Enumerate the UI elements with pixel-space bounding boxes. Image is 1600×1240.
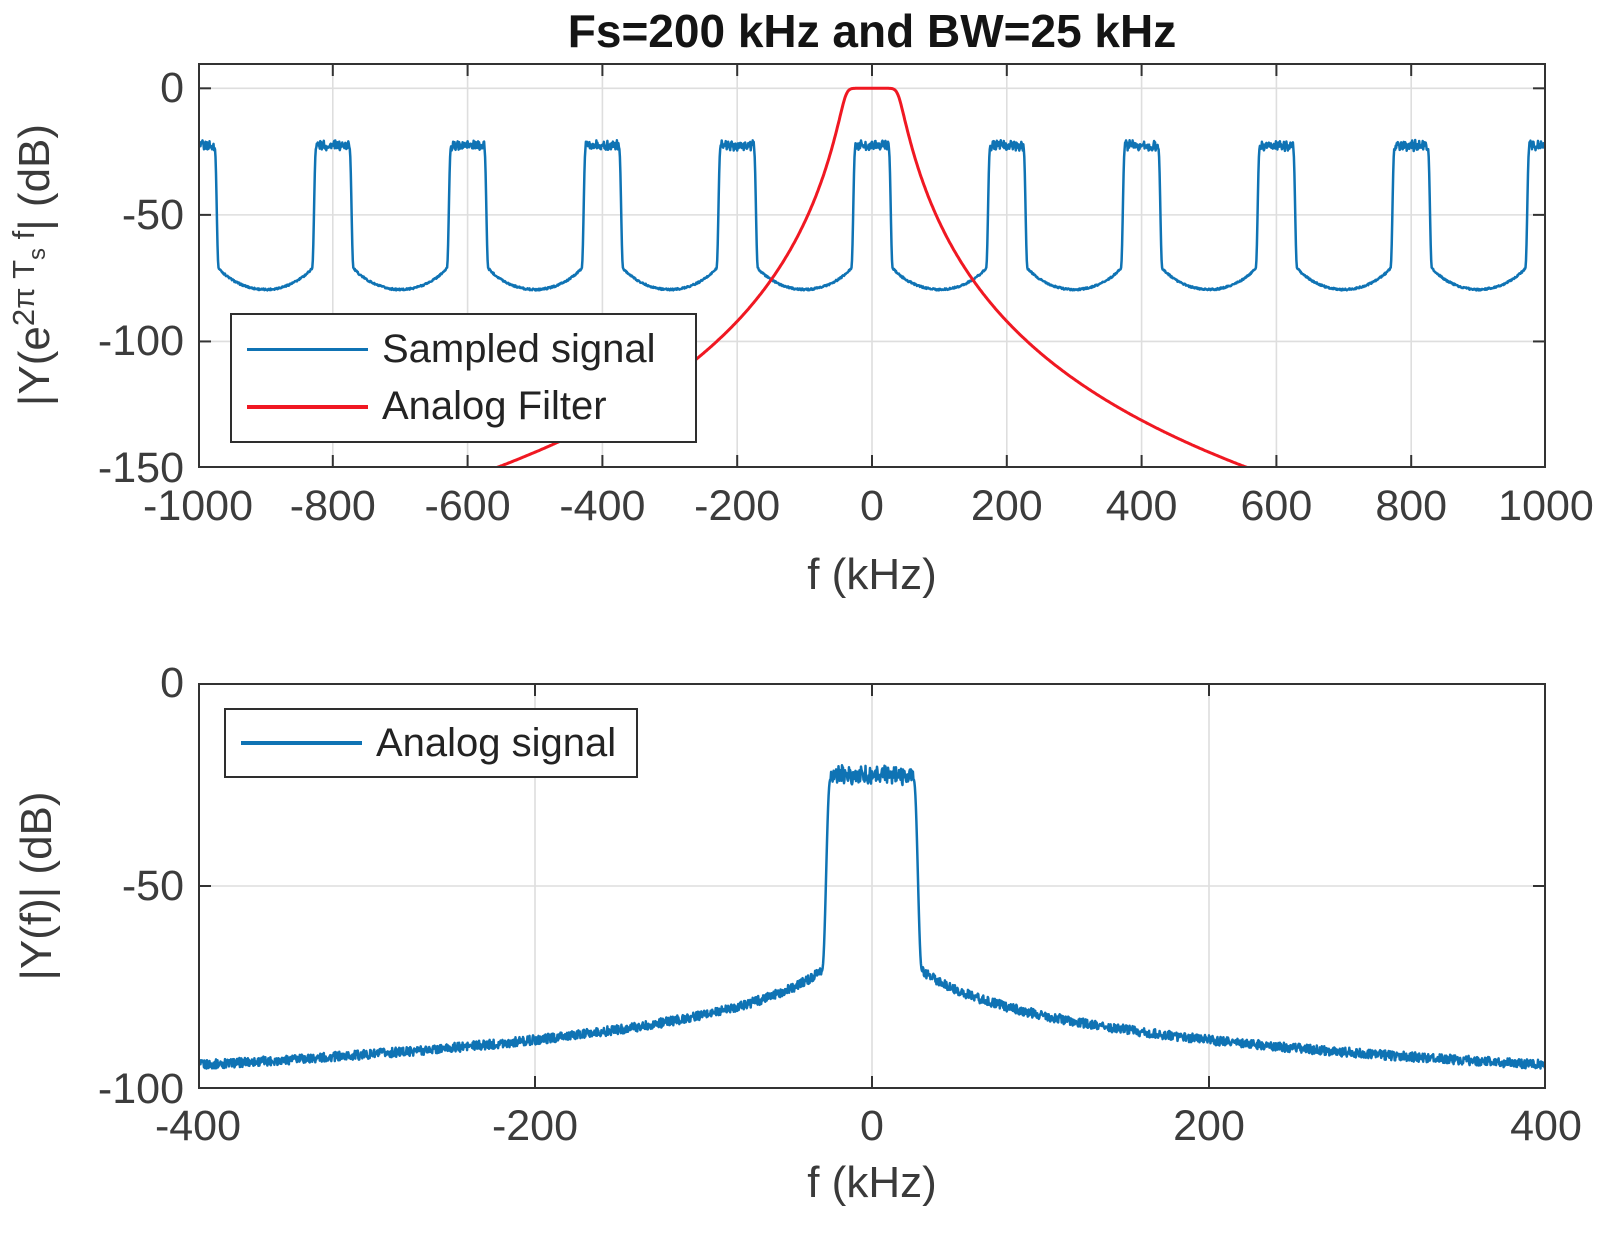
top-legend: Sampled signal Analog Filter [230, 313, 697, 443]
legend-row-sampled-signal: Sampled signal [232, 327, 695, 372]
x-tick-label: -200 [491, 1102, 579, 1150]
series-analog-filter [491, 86, 1253, 468]
sampled-signal-line-swatch [247, 347, 368, 352]
y-tick-label: -100 [97, 317, 184, 366]
x-tick-label: -400 [154, 1102, 242, 1150]
y-tick-label: 0 [160, 64, 184, 113]
x-tick-label: 1000 [1498, 482, 1594, 530]
x-tick-label: 600 [1240, 482, 1313, 530]
bottom-x-axis-label: f (kHz) [807, 1158, 937, 1207]
series-analog-signal [198, 764, 1546, 1070]
top-y-label-exponent: 2π T [6, 259, 41, 327]
x-tick-label: 200 [970, 482, 1043, 530]
legend-row-analog-signal: Analog signal [226, 721, 636, 766]
y-tick-label: -50 [121, 862, 184, 910]
x-tick-label: 400 [1105, 482, 1178, 530]
legend-label-analog-filter: Analog Filter [382, 384, 607, 428]
series-sampled-signal [198, 138, 1546, 292]
x-tick-label: 200 [1173, 1102, 1245, 1150]
x-tick-label: -200 [694, 482, 781, 530]
x-tick-label: 0 [860, 1102, 884, 1150]
top-plot-title: Fs=200 kHz and BW=25 kHz [567, 5, 1177, 57]
bottom-legend: Analog signal [224, 708, 638, 778]
x-tick-label: 0 [860, 482, 884, 530]
bottom-plot-canvas [198, 683, 1546, 1089]
x-tick-label: -400 [559, 482, 646, 530]
analog-signal-line-swatch [241, 741, 362, 745]
legend-label-analog-signal: Analog signal [376, 720, 617, 765]
x-tick-label: -1000 [143, 482, 253, 530]
y-tick-label: -50 [121, 190, 184, 239]
legend-row-analog-filter: Analog Filter [232, 384, 695, 429]
top-x-axis-label: f (kHz) [807, 550, 937, 599]
x-tick-label: -600 [424, 482, 511, 530]
top-y-label-subscript: s [24, 247, 51, 260]
y-tick-label: -100 [97, 1065, 184, 1113]
x-tick-label: 800 [1375, 482, 1448, 530]
analog-filter-line-swatch [247, 404, 368, 409]
legend-label-sampled-signal: Sampled signal [382, 327, 656, 371]
x-tick-label: 400 [1510, 1102, 1582, 1150]
y-tick-label: -150 [97, 444, 184, 492]
x-tick-label: -800 [289, 482, 376, 530]
y-tick-label: 0 [160, 659, 184, 707]
